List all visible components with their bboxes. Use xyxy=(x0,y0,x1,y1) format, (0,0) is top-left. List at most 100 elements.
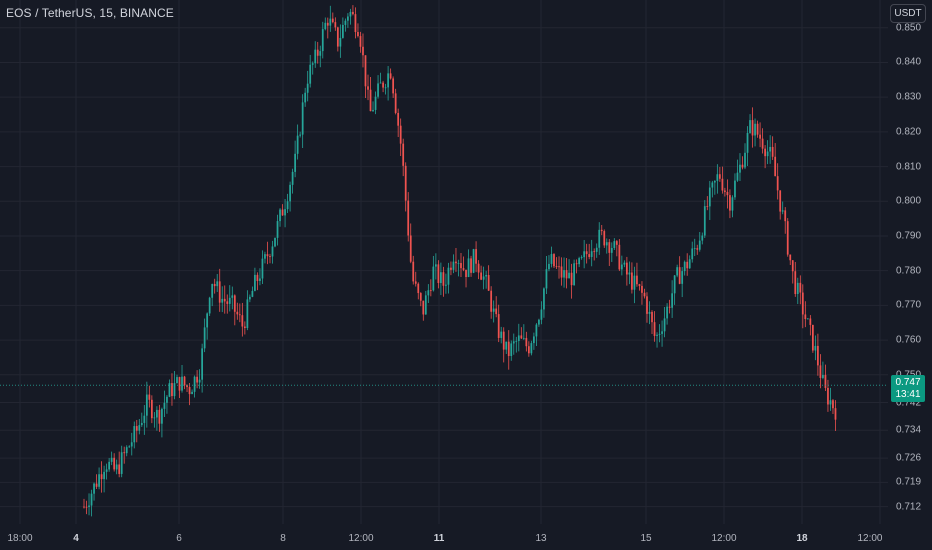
candle-up xyxy=(309,64,312,84)
candle-down xyxy=(135,426,138,431)
candle-down xyxy=(721,178,724,191)
price-tick-label: 0.734 xyxy=(896,424,922,436)
candle-down xyxy=(243,326,246,328)
candle-up xyxy=(452,261,455,270)
candle-up xyxy=(663,318,666,332)
candle-down xyxy=(394,93,397,113)
candle-up xyxy=(231,295,234,298)
candle-up xyxy=(311,63,314,65)
candle-down xyxy=(834,408,837,420)
candle-up xyxy=(161,408,163,424)
candle-up xyxy=(329,18,332,26)
candle-down xyxy=(364,55,367,87)
candle-up xyxy=(153,417,156,419)
price-tick-label: 0.780 xyxy=(896,265,922,277)
candle-down xyxy=(357,32,359,37)
candle-down xyxy=(527,346,530,354)
candle-up xyxy=(573,263,575,286)
candle-up xyxy=(145,394,148,416)
candle-up xyxy=(98,474,100,487)
candle-up xyxy=(515,340,518,342)
candle-down xyxy=(226,301,229,304)
candle-down xyxy=(603,231,606,246)
candle-down xyxy=(389,73,392,79)
candle-down xyxy=(334,22,337,28)
candle-up xyxy=(781,210,784,212)
candle-down xyxy=(404,165,407,201)
candle-down xyxy=(367,86,369,90)
candle-down xyxy=(490,290,493,312)
candle-up xyxy=(120,452,123,474)
candle-down xyxy=(183,376,186,386)
candle-down xyxy=(465,269,467,278)
candle-up xyxy=(372,109,374,112)
candle-down xyxy=(422,300,425,315)
candle-up xyxy=(829,400,832,405)
last-price-value: 0.747 xyxy=(895,377,921,388)
price-tick-label: 0.750 xyxy=(896,369,921,380)
candle-down xyxy=(392,78,395,94)
candle-up xyxy=(543,288,545,310)
candle-down xyxy=(794,271,797,295)
candle-down xyxy=(352,11,354,15)
candle-down xyxy=(653,322,656,336)
candle-up xyxy=(716,174,719,181)
candle-down xyxy=(477,263,480,273)
price-tick-label: 0.810 xyxy=(896,161,922,173)
candle-up xyxy=(661,331,663,334)
candle-up xyxy=(299,134,302,136)
candle-down xyxy=(636,275,638,285)
candle-up xyxy=(432,266,435,291)
candle-up xyxy=(276,221,279,238)
candle-down xyxy=(419,293,422,301)
candle-down xyxy=(507,341,510,357)
candles xyxy=(83,5,837,517)
candle-up xyxy=(628,272,631,275)
candle-up xyxy=(739,164,741,173)
time-tick-label: 11 xyxy=(433,533,445,544)
candle-down xyxy=(407,200,410,236)
candle-up xyxy=(620,264,623,270)
time-tick-label: 12:00 xyxy=(348,533,374,544)
candle-up xyxy=(517,335,520,341)
candle-down xyxy=(437,264,440,284)
candle-down xyxy=(414,281,417,284)
candle-down xyxy=(570,272,573,286)
candle-up xyxy=(384,87,387,89)
candle-down xyxy=(150,399,153,419)
candle-down xyxy=(188,387,191,395)
candle-down xyxy=(336,27,339,47)
candle-up xyxy=(173,383,176,397)
candle-down xyxy=(718,174,721,179)
candle-up xyxy=(512,341,515,344)
candle-up xyxy=(228,297,231,304)
candle-up xyxy=(595,247,598,252)
candle-up xyxy=(708,187,711,207)
price-tick-label: 0.820 xyxy=(896,126,922,138)
price-tick-label: 0.790 xyxy=(896,230,922,242)
candle-down xyxy=(696,248,699,250)
time-tick-label: 12:00 xyxy=(711,533,737,544)
candle-down xyxy=(593,251,596,253)
candle-down xyxy=(256,274,259,281)
candle-up xyxy=(108,461,111,470)
candle-down xyxy=(148,394,151,400)
candle-down xyxy=(236,311,239,315)
candle-down xyxy=(819,365,822,378)
candle-up xyxy=(658,333,661,335)
candle-down xyxy=(316,49,319,56)
candle-down xyxy=(266,254,269,257)
candle-down xyxy=(641,285,643,293)
candle-up xyxy=(806,318,809,320)
candle-up xyxy=(445,284,447,286)
candle-down xyxy=(565,270,568,279)
candle-down xyxy=(326,22,329,26)
candle-up xyxy=(482,276,485,280)
candle-up xyxy=(198,379,201,383)
candle-up xyxy=(563,270,565,278)
currency-button[interactable]: USDT xyxy=(890,4,926,23)
candle-up xyxy=(633,275,636,290)
candle-down xyxy=(455,261,457,264)
candle-up xyxy=(271,246,274,257)
